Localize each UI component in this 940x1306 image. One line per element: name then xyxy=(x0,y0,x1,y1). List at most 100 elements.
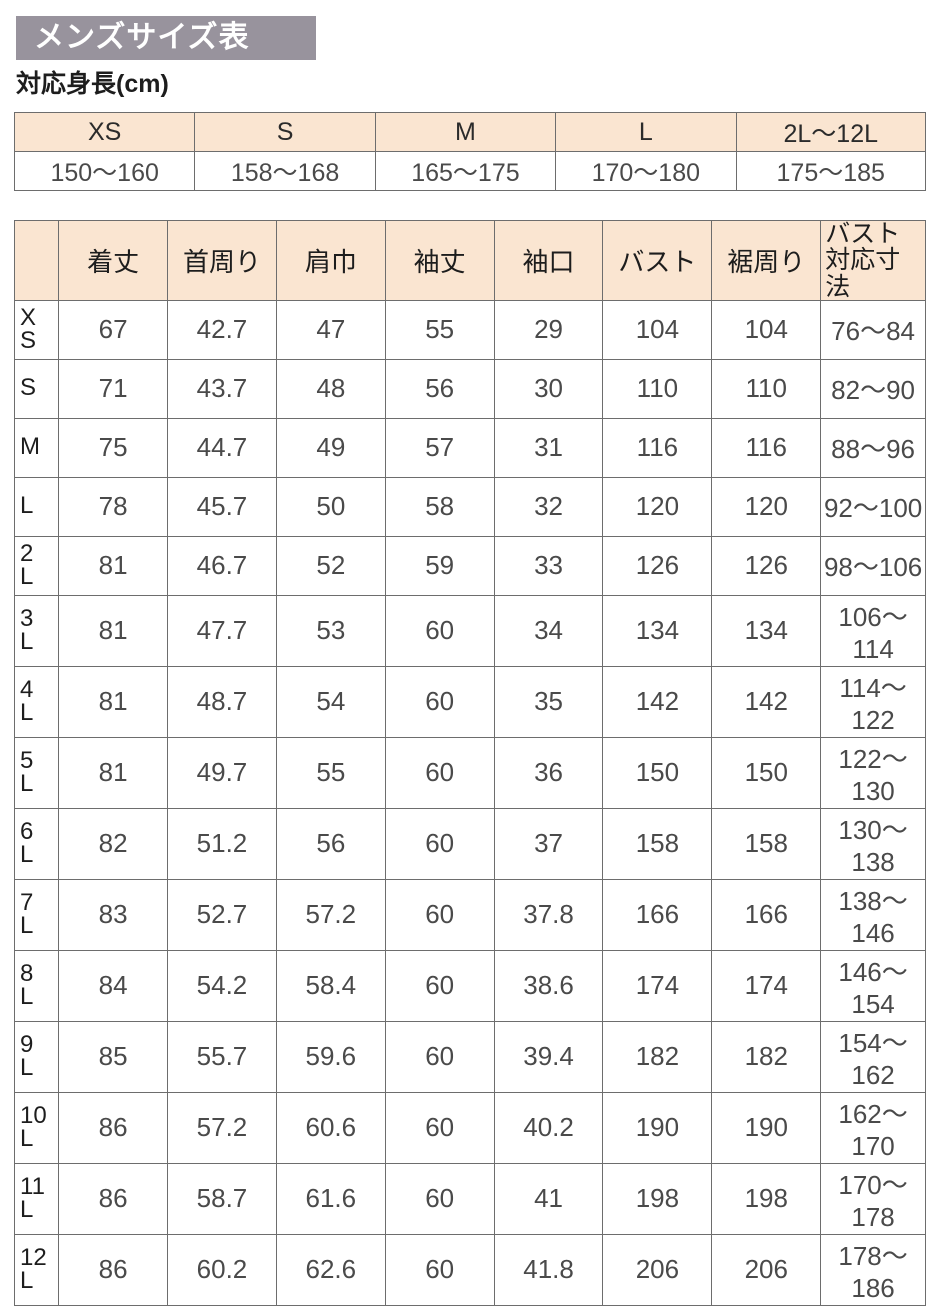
measurement-cell-length: 84 xyxy=(58,949,169,1022)
measurement-cell-hem: 116 xyxy=(711,417,822,478)
measurement-cell-shoulder: 48 xyxy=(275,358,386,419)
measurement-cell-sleeve_length: 60 xyxy=(384,1162,495,1235)
measurement-cell-bust: 134 xyxy=(602,594,713,667)
measurement-cell-cuff: 34 xyxy=(493,594,604,667)
table-row: 6 L 82 51.2 56 60 37 158 158 130〜138 xyxy=(13,807,926,880)
measurement-cell-sleeve_length: 56 xyxy=(384,358,495,419)
measurement-cell-neck: 42.7 xyxy=(167,299,277,360)
measurement-cell-cuff: 30 xyxy=(493,358,604,419)
measurement-cell-neck: 46.7 xyxy=(167,535,277,596)
measurement-cell-length: 86 xyxy=(58,1162,169,1235)
table-row: 12 L 86 60.2 62.6 60 41.8 206 206 178〜186 xyxy=(13,1233,926,1306)
measurement-cell-shoulder: 47 xyxy=(275,299,386,360)
column-header-shoulder: 肩巾 xyxy=(275,220,386,301)
column-header-bust_fit: バスト 対応寸法 xyxy=(820,220,926,301)
measurement-cell-hem: 110 xyxy=(711,358,822,419)
measurement-cell-bust_fit: 146〜154 xyxy=(820,949,926,1022)
measurement-cell-cuff: 40.2 xyxy=(493,1091,604,1164)
column-header-hem: 裾周り xyxy=(711,220,822,301)
measurement-cell-cuff: 31 xyxy=(493,417,604,478)
measurement-cell-bust: 150 xyxy=(602,736,713,809)
measurement-cell-bust_fit: 122〜130 xyxy=(820,736,926,809)
measurement-cell-cuff: 41 xyxy=(493,1162,604,1235)
measurement-cell-length: 86 xyxy=(58,1233,169,1306)
measurement-cell-sleeve_length: 60 xyxy=(384,807,495,880)
measurement-cell-bust: 110 xyxy=(602,358,713,419)
column-header-cuff: 袖口 xyxy=(493,220,604,301)
measurement-cell-hem: 206 xyxy=(711,1233,822,1306)
measurement-cell-shoulder: 61.6 xyxy=(275,1162,386,1235)
measurement-cell-length: 81 xyxy=(58,594,169,667)
measurement-cell-cuff: 35 xyxy=(493,665,604,738)
measurement-cell-sleeve_length: 60 xyxy=(384,1233,495,1306)
measurement-cell-neck: 55.7 xyxy=(167,1020,277,1093)
table-row: 11 L 86 58.7 61.6 60 41 198 198 170〜178 xyxy=(13,1162,926,1235)
measurement-cell-length: 81 xyxy=(58,736,169,809)
height-size-header: 2L〜12L xyxy=(735,112,926,152)
table-row: 5 L 81 49.7 55 60 36 150 150 122〜130 xyxy=(13,736,926,809)
table-row: 2 L 81 46.7 52 59 33 126 126 98〜106 xyxy=(13,535,926,596)
measurement-cell-shoulder: 56 xyxy=(275,807,386,880)
measurement-cell-bust_fit: 178〜186 xyxy=(820,1233,926,1306)
measurement-cell-bust_fit: 170〜178 xyxy=(820,1162,926,1235)
measurement-cell-bust_fit: 138〜146 xyxy=(820,878,926,951)
measurement-cell-neck: 44.7 xyxy=(167,417,277,478)
row-size-label: 10 L xyxy=(13,1091,60,1164)
measurement-cell-neck: 54.2 xyxy=(167,949,277,1022)
measurement-cell-bust: 206 xyxy=(602,1233,713,1306)
measurement-cell-length: 67 xyxy=(58,299,169,360)
measurement-cell-sleeve_length: 57 xyxy=(384,417,495,478)
height-section-caption: 対応身長(cm) xyxy=(16,70,169,98)
measurement-cell-sleeve_length: 55 xyxy=(384,299,495,360)
measurement-cell-bust: 116 xyxy=(602,417,713,478)
measurement-cell-sleeve_length: 59 xyxy=(384,535,495,596)
column-header-size xyxy=(13,220,60,301)
measurement-cell-length: 81 xyxy=(58,665,169,738)
table-row: M 75 44.7 49 57 31 116 116 88〜96 xyxy=(13,417,926,478)
height-size-header: M xyxy=(374,112,557,152)
measurement-cell-hem: 104 xyxy=(711,299,822,360)
measurement-cell-shoulder: 49 xyxy=(275,417,386,478)
height-size-header: S xyxy=(194,112,376,152)
measurement-cell-bust: 166 xyxy=(602,878,713,951)
measurement-cell-hem: 150 xyxy=(711,736,822,809)
page-title-banner: メンズサイズ表 xyxy=(16,16,316,60)
height-size-header: XS xyxy=(13,112,196,152)
measurement-cell-hem: 158 xyxy=(711,807,822,880)
measurement-cell-hem: 142 xyxy=(711,665,822,738)
height-range-cell: 165〜175 xyxy=(374,151,557,191)
measurement-cell-length: 86 xyxy=(58,1091,169,1164)
measurement-table: 着丈 首周り 肩巾 袖丈 袖口 バスト 裾周り バスト 対応寸法 X S 67 42.7 47 55 29 1… xyxy=(13,220,926,1306)
measurement-cell-cuff: 41.8 xyxy=(493,1233,604,1306)
table-row: 3 L 81 47.7 53 60 34 134 134 106〜114 xyxy=(13,594,926,667)
column-header-neck: 首周り xyxy=(167,220,277,301)
measurement-cell-sleeve_length: 60 xyxy=(384,949,495,1022)
measurement-cell-shoulder: 59.6 xyxy=(275,1020,386,1093)
measurement-cell-bust_fit: 88〜96 xyxy=(820,417,926,478)
measurement-cell-shoulder: 54 xyxy=(275,665,386,738)
measurement-cell-length: 81 xyxy=(58,535,169,596)
measurement-cell-cuff: 29 xyxy=(493,299,604,360)
measurement-cell-bust: 174 xyxy=(602,949,713,1022)
row-size-label: M xyxy=(13,417,60,478)
measurement-cell-hem: 190 xyxy=(711,1091,822,1164)
measurement-cell-bust_fit: 82〜90 xyxy=(820,358,926,419)
measurement-cell-neck: 58.7 xyxy=(167,1162,277,1235)
measurement-cell-sleeve_length: 60 xyxy=(384,736,495,809)
measurement-cell-bust_fit: 98〜106 xyxy=(820,535,926,596)
measurement-cell-bust_fit: 76〜84 xyxy=(820,299,926,360)
table-row: 7 L 83 52.7 57.2 60 37.8 166 166 138〜146 xyxy=(13,878,926,951)
row-size-label: L xyxy=(13,476,60,537)
table-row: 9 L 85 55.7 59.6 60 39.4 182 182 154〜162 xyxy=(13,1020,926,1093)
measurement-cell-neck: 57.2 xyxy=(167,1091,277,1164)
measurement-cell-bust_fit: 114〜122 xyxy=(820,665,926,738)
measurement-cell-bust: 158 xyxy=(602,807,713,880)
measurement-cell-length: 75 xyxy=(58,417,169,478)
